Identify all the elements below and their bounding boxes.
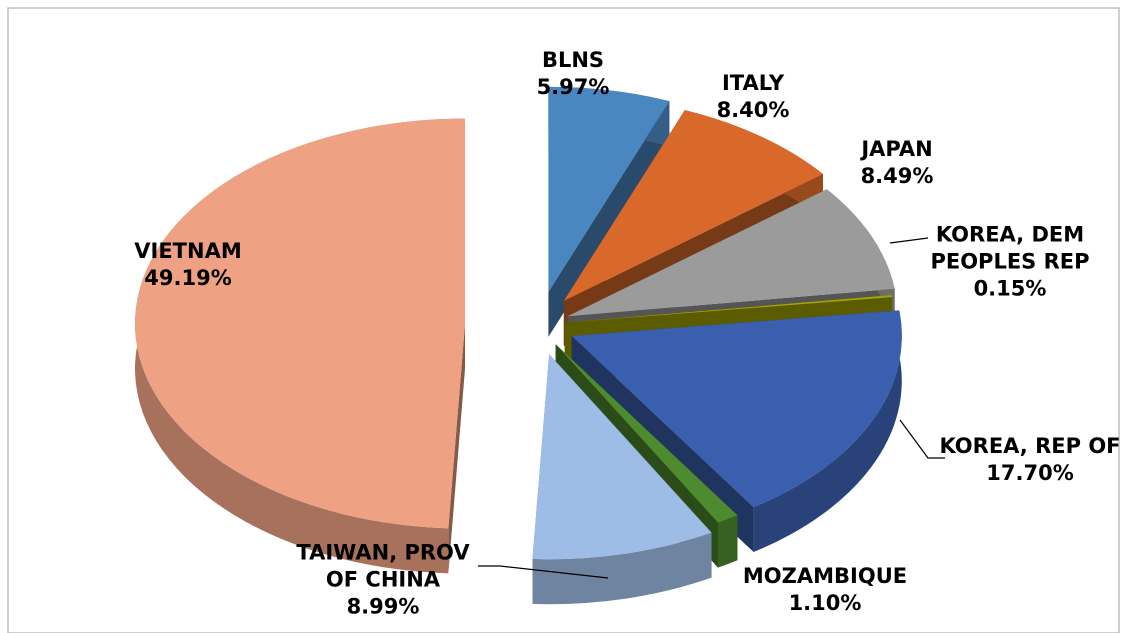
value-label: 8.49% <box>860 164 934 188</box>
slice-side <box>753 310 902 553</box>
slice-side <box>448 323 466 574</box>
pie <box>135 86 902 605</box>
category-label: BLNS <box>541 48 605 72</box>
data-label: MOZAMBIQUE 1.10% <box>715 563 935 617</box>
slice <box>571 310 902 508</box>
slice <box>567 189 895 317</box>
slice-side <box>532 532 712 605</box>
category-label: JAPAN <box>861 137 933 161</box>
slice <box>135 118 466 529</box>
data-label: JAPAN 8.49% <box>797 136 997 190</box>
slice <box>564 295 893 323</box>
value-label: 17.70% <box>986 461 1074 485</box>
value-label: 0.15% <box>973 276 1047 301</box>
slice-side <box>717 515 738 568</box>
category-label: KOREA, REP OF <box>939 434 1121 458</box>
category-label: ITALY <box>721 71 785 95</box>
slice <box>532 354 712 560</box>
value-label: 8.99% <box>346 594 420 619</box>
category-label: TAIWAN, PROV OF CHINA <box>296 540 470 592</box>
leader-line <box>889 237 929 244</box>
value-label: 5.97% <box>536 75 610 99</box>
slice <box>563 110 823 301</box>
value-label: 49.19% <box>144 266 232 290</box>
data-label: VIETNAM 49.19% <box>88 238 288 292</box>
category-label: VIETNAM <box>134 239 242 263</box>
slice <box>548 86 670 292</box>
leader-line <box>478 565 609 579</box>
data-label: TAIWAN, PROV OF CHINA 8.99% <box>283 540 483 621</box>
value-label: 8.40% <box>716 98 790 122</box>
category-label: MOZAMBIQUE <box>742 564 908 588</box>
value-label: 1.10% <box>788 591 862 615</box>
data-label: ITALY 8.40% <box>653 70 853 124</box>
data-label: KOREA, DEM PEOPLES REP 0.15% <box>910 222 1110 303</box>
slice <box>555 344 738 523</box>
data-label: KOREA, REP OF 17.70% <box>915 433 1127 487</box>
data-label: BLNS 5.97% <box>473 47 673 101</box>
leader-line <box>899 419 945 459</box>
category-label: KOREA, DEM PEOPLES REP <box>930 222 1090 274</box>
